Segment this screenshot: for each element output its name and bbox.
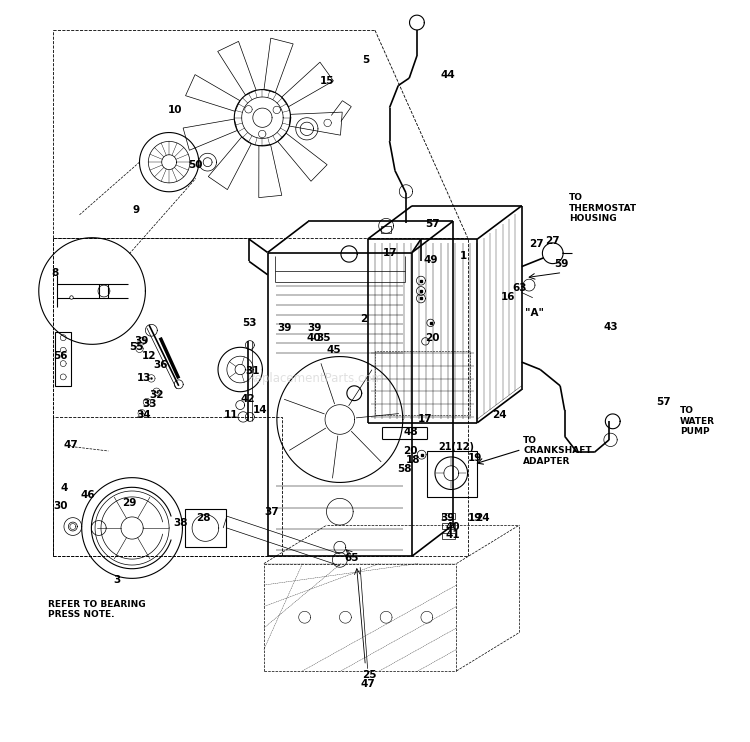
Bar xyxy=(53,237,467,556)
Text: TO
CRANKSHAFT
ADAPTER: TO CRANKSHAFT ADAPTER xyxy=(523,436,592,466)
Text: TO
THERMOSTAT
HOUSING: TO THERMOSTAT HOUSING xyxy=(569,193,638,223)
Text: 32: 32 xyxy=(149,390,164,400)
Bar xyxy=(442,533,455,539)
Bar xyxy=(55,332,71,386)
Text: 4: 4 xyxy=(60,483,68,493)
Text: 55: 55 xyxy=(129,342,144,352)
Text: "A": "A" xyxy=(525,308,544,318)
Text: 57: 57 xyxy=(425,220,440,229)
Text: 27: 27 xyxy=(530,239,544,249)
Text: 27: 27 xyxy=(545,237,560,246)
Text: 38: 38 xyxy=(174,518,188,528)
Text: 36: 36 xyxy=(153,360,167,370)
Text: 8: 8 xyxy=(52,269,58,278)
Text: 40: 40 xyxy=(446,522,460,531)
Text: 15: 15 xyxy=(320,76,334,85)
Text: REFER TO BEARING
PRESS NOTE.: REFER TO BEARING PRESS NOTE. xyxy=(48,600,146,619)
Text: 14: 14 xyxy=(253,404,268,415)
Text: 3: 3 xyxy=(114,575,121,585)
Text: 25: 25 xyxy=(362,669,376,680)
Text: 28: 28 xyxy=(196,513,211,522)
Text: 39: 39 xyxy=(307,323,322,333)
Text: 50: 50 xyxy=(188,160,203,170)
Text: 39: 39 xyxy=(440,513,454,522)
Text: 13: 13 xyxy=(136,373,152,384)
Text: 17: 17 xyxy=(418,414,433,424)
Text: 17: 17 xyxy=(382,248,397,257)
Bar xyxy=(427,451,477,497)
Text: 11: 11 xyxy=(224,410,238,421)
Bar xyxy=(375,351,470,416)
Text: 1: 1 xyxy=(460,252,467,261)
Text: 37: 37 xyxy=(264,507,279,516)
Text: 21(12): 21(12) xyxy=(439,441,475,452)
Text: 59: 59 xyxy=(554,259,568,269)
Text: 63: 63 xyxy=(512,283,526,293)
Text: 42: 42 xyxy=(240,394,255,404)
Text: 46: 46 xyxy=(80,490,95,500)
Text: 34: 34 xyxy=(136,410,152,421)
Text: 9: 9 xyxy=(133,205,140,214)
Text: 20: 20 xyxy=(404,446,418,456)
Text: 29: 29 xyxy=(122,498,136,508)
Text: 24: 24 xyxy=(492,410,507,421)
Text: 49: 49 xyxy=(423,255,438,265)
Text: 18: 18 xyxy=(406,455,421,465)
Text: 19: 19 xyxy=(468,513,482,522)
Text: 39: 39 xyxy=(278,323,292,333)
Text: 39: 39 xyxy=(134,336,149,347)
Text: ReplacementParts.com: ReplacementParts.com xyxy=(248,372,384,385)
Text: 19: 19 xyxy=(468,453,482,464)
Bar xyxy=(442,513,455,519)
Text: 33: 33 xyxy=(142,399,156,410)
Bar xyxy=(442,523,455,529)
Text: 58: 58 xyxy=(398,464,412,473)
Text: 24: 24 xyxy=(475,513,490,522)
Text: 31: 31 xyxy=(245,366,260,376)
Text: 56: 56 xyxy=(53,351,68,361)
Text: 53: 53 xyxy=(242,318,256,328)
Text: 45: 45 xyxy=(327,345,341,355)
Text: 65: 65 xyxy=(344,553,358,562)
Text: 44: 44 xyxy=(440,70,455,79)
Text: 48: 48 xyxy=(404,427,418,437)
Text: TO
WATER
PUMP: TO WATER PUMP xyxy=(680,407,716,436)
Text: 2: 2 xyxy=(360,314,368,324)
Text: 30: 30 xyxy=(53,501,68,510)
Text: 47: 47 xyxy=(64,440,79,450)
Bar xyxy=(185,510,226,547)
Text: 20: 20 xyxy=(425,332,440,343)
Text: 10: 10 xyxy=(168,105,182,115)
Text: 41: 41 xyxy=(446,531,460,540)
Text: 43: 43 xyxy=(603,321,618,332)
Text: 35: 35 xyxy=(316,332,331,343)
Text: 5: 5 xyxy=(362,55,370,65)
Bar xyxy=(381,226,392,233)
Text: 16: 16 xyxy=(501,292,515,302)
Text: 12: 12 xyxy=(142,351,156,361)
Text: 47: 47 xyxy=(360,678,375,689)
Bar xyxy=(53,417,283,556)
Text: 57: 57 xyxy=(656,397,671,407)
Text: 40: 40 xyxy=(307,332,322,343)
